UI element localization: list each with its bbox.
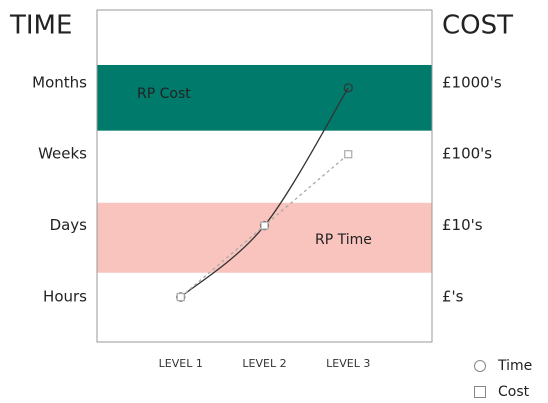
- y2-tick-label: £10's: [442, 216, 483, 234]
- x-tick-label: LEVEL 2: [242, 357, 286, 370]
- plot-frame: [96, 9, 433, 343]
- band: [97, 202, 432, 273]
- marker: [344, 150, 353, 159]
- y-tick-label: Months: [32, 73, 87, 91]
- marker: [176, 292, 185, 302]
- x-tick-label: LEVEL 1: [159, 357, 203, 370]
- legend-marker: [474, 360, 486, 372]
- y2-title: COST: [442, 11, 513, 41]
- y2-tick-label: £1000's: [442, 73, 502, 91]
- chart-title: TIME: [9, 11, 72, 41]
- band: [97, 64, 432, 131]
- band-label: RP Time: [315, 232, 372, 248]
- legend-label: Time: [497, 358, 532, 374]
- y2-tick-label: £'s: [442, 288, 464, 306]
- legend-label: Cost: [498, 384, 530, 400]
- y-tick-label: Hours: [43, 288, 87, 306]
- y2-tick-label: £100's: [442, 145, 492, 163]
- legend-marker: [474, 386, 486, 398]
- y-tick-label: Weeks: [38, 145, 87, 163]
- marker: [260, 221, 269, 230]
- y-tick-label: Days: [50, 216, 88, 234]
- band-label: RP Cost: [137, 86, 191, 102]
- marker: [343, 83, 353, 93]
- x-tick-label: LEVEL 3: [326, 357, 370, 370]
